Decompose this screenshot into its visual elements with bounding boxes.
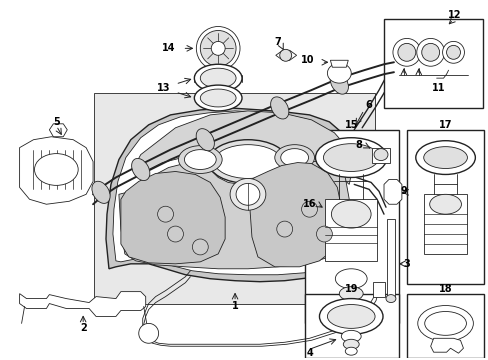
Polygon shape bbox=[113, 111, 351, 275]
Bar bbox=[386, 219, 394, 298]
Ellipse shape bbox=[178, 146, 222, 174]
Ellipse shape bbox=[208, 140, 287, 183]
Text: 12: 12 bbox=[447, 10, 460, 19]
Ellipse shape bbox=[194, 85, 242, 111]
Polygon shape bbox=[20, 292, 145, 316]
Text: 3: 3 bbox=[403, 259, 409, 269]
Ellipse shape bbox=[327, 63, 350, 83]
Ellipse shape bbox=[343, 311, 359, 321]
Bar bbox=[304, 130, 398, 323]
Ellipse shape bbox=[184, 150, 216, 170]
Polygon shape bbox=[20, 137, 93, 204]
Polygon shape bbox=[106, 108, 361, 282]
Ellipse shape bbox=[167, 226, 183, 242]
Ellipse shape bbox=[211, 41, 224, 55]
Text: 13: 13 bbox=[157, 83, 170, 93]
Ellipse shape bbox=[301, 201, 317, 217]
Ellipse shape bbox=[315, 138, 386, 177]
Text: 8: 8 bbox=[355, 140, 362, 150]
Ellipse shape bbox=[274, 145, 314, 171]
Ellipse shape bbox=[373, 149, 387, 161]
Polygon shape bbox=[119, 162, 348, 269]
Text: 10: 10 bbox=[300, 55, 314, 65]
Ellipse shape bbox=[416, 39, 444, 66]
Text: 16: 16 bbox=[302, 199, 316, 209]
Text: 6: 6 bbox=[365, 100, 372, 110]
Ellipse shape bbox=[194, 64, 242, 92]
Ellipse shape bbox=[341, 300, 361, 311]
Bar bbox=[94, 93, 374, 303]
Ellipse shape bbox=[327, 305, 374, 328]
Ellipse shape bbox=[139, 323, 158, 343]
Ellipse shape bbox=[92, 181, 110, 203]
Ellipse shape bbox=[397, 44, 415, 61]
Text: 17: 17 bbox=[438, 120, 451, 130]
Ellipse shape bbox=[200, 68, 236, 88]
Polygon shape bbox=[330, 60, 347, 67]
Ellipse shape bbox=[192, 239, 208, 255]
Ellipse shape bbox=[236, 183, 259, 205]
Text: 5: 5 bbox=[53, 117, 60, 127]
Bar bbox=[406, 130, 483, 284]
Ellipse shape bbox=[280, 149, 308, 167]
Ellipse shape bbox=[429, 194, 461, 214]
Ellipse shape bbox=[200, 89, 236, 107]
Bar bbox=[423, 194, 467, 254]
Polygon shape bbox=[49, 124, 67, 137]
Ellipse shape bbox=[276, 221, 292, 237]
Bar bbox=[325, 199, 376, 261]
Ellipse shape bbox=[230, 179, 265, 210]
Ellipse shape bbox=[343, 339, 359, 349]
Text: 9: 9 bbox=[400, 186, 407, 196]
Ellipse shape bbox=[196, 27, 240, 70]
Text: 19: 19 bbox=[344, 284, 357, 294]
Ellipse shape bbox=[421, 44, 439, 61]
Text: 4: 4 bbox=[305, 348, 312, 358]
Text: 7: 7 bbox=[274, 37, 281, 48]
Ellipse shape bbox=[196, 129, 214, 151]
Ellipse shape bbox=[279, 49, 291, 61]
Ellipse shape bbox=[214, 145, 281, 179]
Ellipse shape bbox=[200, 31, 236, 66]
Polygon shape bbox=[430, 338, 463, 353]
Ellipse shape bbox=[424, 311, 466, 335]
Ellipse shape bbox=[442, 41, 464, 63]
Text: 2: 2 bbox=[80, 323, 86, 333]
Polygon shape bbox=[121, 171, 224, 264]
Polygon shape bbox=[383, 179, 401, 204]
Ellipse shape bbox=[415, 141, 474, 175]
Text: 14: 14 bbox=[162, 43, 175, 53]
Polygon shape bbox=[247, 163, 341, 267]
Ellipse shape bbox=[319, 298, 382, 334]
Ellipse shape bbox=[323, 144, 378, 171]
Ellipse shape bbox=[335, 269, 366, 289]
Bar bbox=[406, 294, 483, 358]
Ellipse shape bbox=[339, 287, 363, 301]
Ellipse shape bbox=[423, 147, 467, 168]
Text: 1: 1 bbox=[231, 301, 238, 311]
Ellipse shape bbox=[385, 294, 395, 302]
Bar bbox=[383, 19, 482, 108]
Ellipse shape bbox=[331, 200, 370, 228]
Ellipse shape bbox=[329, 72, 348, 94]
Ellipse shape bbox=[35, 154, 78, 185]
Bar bbox=[372, 282, 384, 297]
Text: 11: 11 bbox=[431, 83, 445, 93]
Ellipse shape bbox=[345, 347, 356, 355]
Ellipse shape bbox=[157, 206, 173, 222]
Polygon shape bbox=[134, 111, 351, 184]
Ellipse shape bbox=[341, 330, 361, 342]
Ellipse shape bbox=[270, 97, 288, 119]
Ellipse shape bbox=[417, 306, 472, 341]
Text: 18: 18 bbox=[438, 284, 451, 294]
Ellipse shape bbox=[316, 226, 332, 242]
Polygon shape bbox=[275, 50, 296, 60]
Ellipse shape bbox=[131, 158, 149, 181]
Bar bbox=[304, 294, 398, 358]
Ellipse shape bbox=[446, 45, 460, 59]
Ellipse shape bbox=[392, 39, 420, 66]
Text: 15: 15 bbox=[344, 120, 357, 130]
Bar bbox=[371, 148, 389, 163]
